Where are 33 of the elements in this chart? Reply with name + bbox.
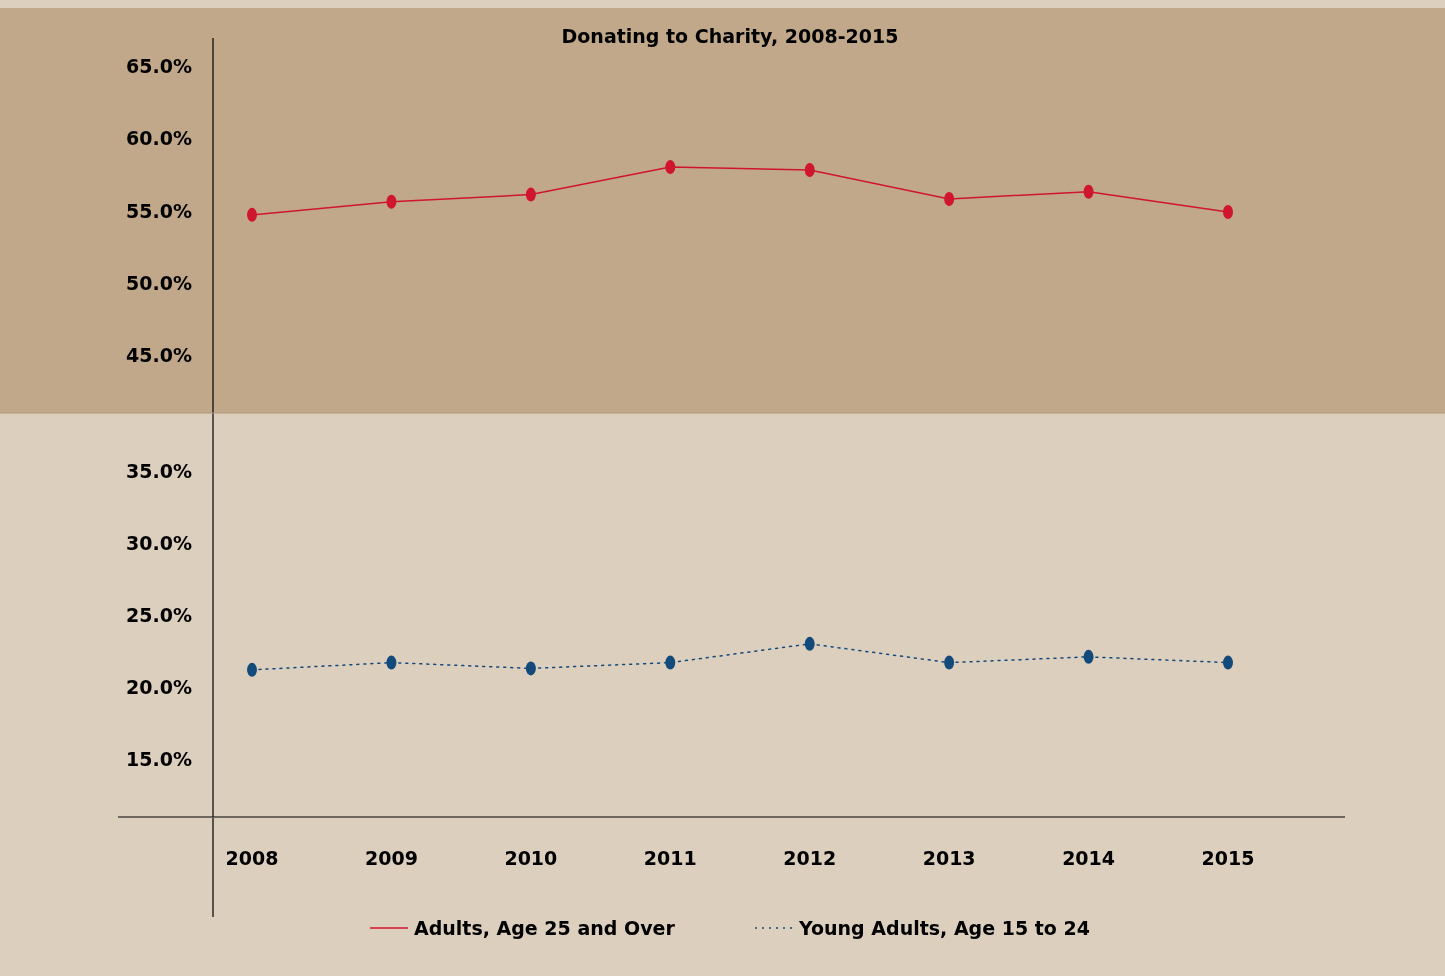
point — [804, 163, 815, 177]
point — [525, 661, 536, 676]
point — [944, 655, 955, 670]
x-tick-label: 2012 — [783, 847, 837, 869]
legend-label: Young Adults, Age 15 to 24 — [798, 917, 1090, 939]
x-tick-label: 2011 — [643, 847, 697, 869]
y-tick-label: 25.0% — [126, 604, 192, 626]
point — [665, 160, 676, 175]
y-tick-label: 35.0% — [126, 459, 192, 482]
legend-label: Adults, Age 25 and Over — [414, 917, 676, 939]
point — [665, 655, 676, 670]
x-tick-label: 2009 — [364, 847, 418, 869]
x-tick-label: 2014 — [1062, 847, 1116, 869]
y-tick-label: 65.0% — [126, 54, 192, 77]
text: Donating to Charity, 2008-2015 — [561, 25, 899, 47]
point — [386, 655, 397, 670]
y-tick-label: 20.0% — [126, 676, 192, 699]
point — [525, 187, 536, 202]
y-tick-label: 15.0% — [126, 748, 192, 771]
y-tick-label: 50.0% — [126, 271, 192, 294]
x-tick-label: 2010 — [504, 847, 558, 869]
y-tick-label: 45.0% — [126, 344, 192, 367]
y-tick-label: 30.0% — [126, 531, 192, 554]
y-tick-label: 55.0% — [126, 199, 192, 222]
x-tick-label: 2013 — [922, 847, 976, 869]
y-tick-label: 60.0% — [126, 127, 192, 150]
point — [1083, 184, 1094, 199]
point — [944, 191, 955, 206]
x-tick-label: 2015 — [1201, 847, 1255, 869]
point — [386, 194, 397, 209]
x-tick-label: 2008 — [225, 847, 279, 869]
point — [804, 636, 815, 651]
point — [1083, 649, 1094, 664]
